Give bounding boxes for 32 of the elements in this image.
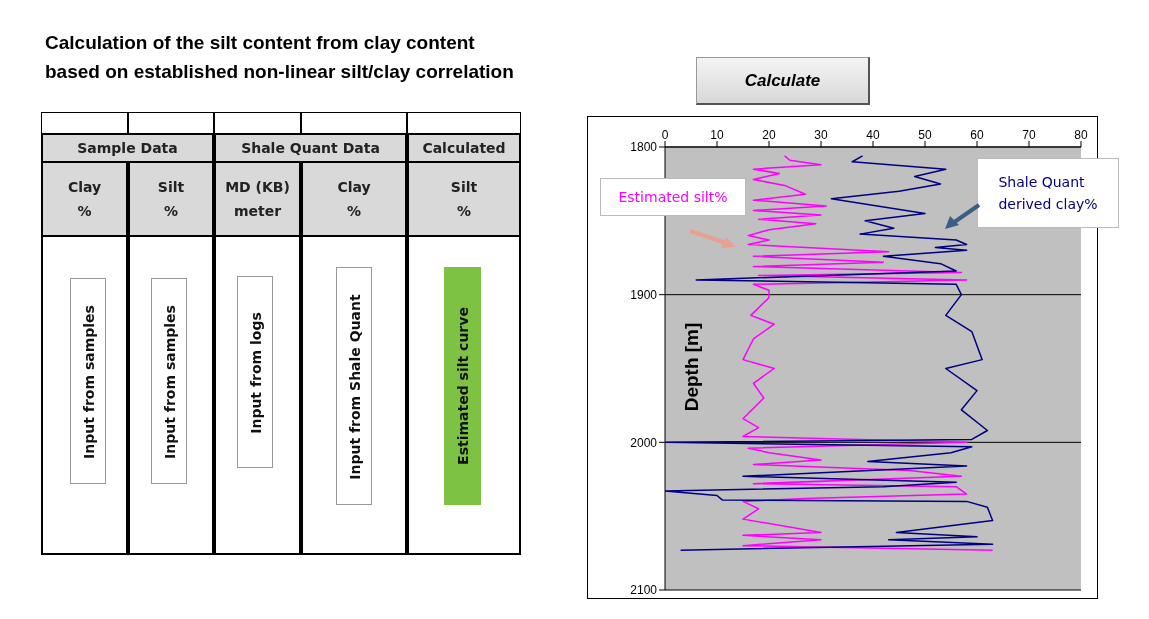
line-series bbox=[742, 155, 994, 551]
text: Silt % bbox=[157, 178, 185, 221]
x-tick-label: 0 bbox=[661, 128, 669, 142]
x-tick-label: 70 bbox=[1022, 128, 1036, 142]
x-tick-label: 40 bbox=[866, 128, 880, 142]
series-label: Estimated silt% bbox=[618, 188, 728, 207]
text: MD (KB) meter bbox=[225, 178, 290, 221]
x-tick-label: 60 bbox=[970, 128, 984, 142]
x-tick-label: 10 bbox=[710, 128, 724, 142]
text: Input from samples bbox=[81, 305, 97, 459]
text: Input from Shale Quant bbox=[347, 294, 363, 480]
y-tick-label: 2000 bbox=[630, 435, 658, 450]
x-tick-label: 20 bbox=[762, 128, 776, 142]
text: Calculation of the silt content from clay content based on established non-linear silt/clay correlation bbox=[45, 32, 514, 82]
text: Input from samples bbox=[162, 305, 178, 459]
x-tick-label: 80 bbox=[1074, 128, 1088, 142]
y-tick-label: 1800 bbox=[630, 140, 658, 155]
text: Silt % bbox=[450, 178, 478, 221]
text: Estimated silt curve bbox=[454, 307, 471, 465]
text: Shale Quant derived clay% bbox=[998, 173, 1098, 214]
text: Sample Data bbox=[77, 140, 178, 156]
text: Shale Quant Data bbox=[241, 140, 380, 156]
text: Clay % bbox=[337, 178, 371, 221]
y-tick-label: 2100 bbox=[630, 583, 658, 598]
x-tick-label: 30 bbox=[814, 128, 828, 142]
x-tick-label: 50 bbox=[918, 128, 932, 142]
text: Input from logs bbox=[248, 312, 264, 434]
y-tick-label: 1900 bbox=[630, 287, 658, 302]
button: Calculate bbox=[696, 57, 870, 105]
y-axis-title: Depth [m] bbox=[681, 322, 702, 412]
text: Clay % bbox=[67, 178, 102, 221]
text: Calculated bbox=[422, 140, 506, 156]
